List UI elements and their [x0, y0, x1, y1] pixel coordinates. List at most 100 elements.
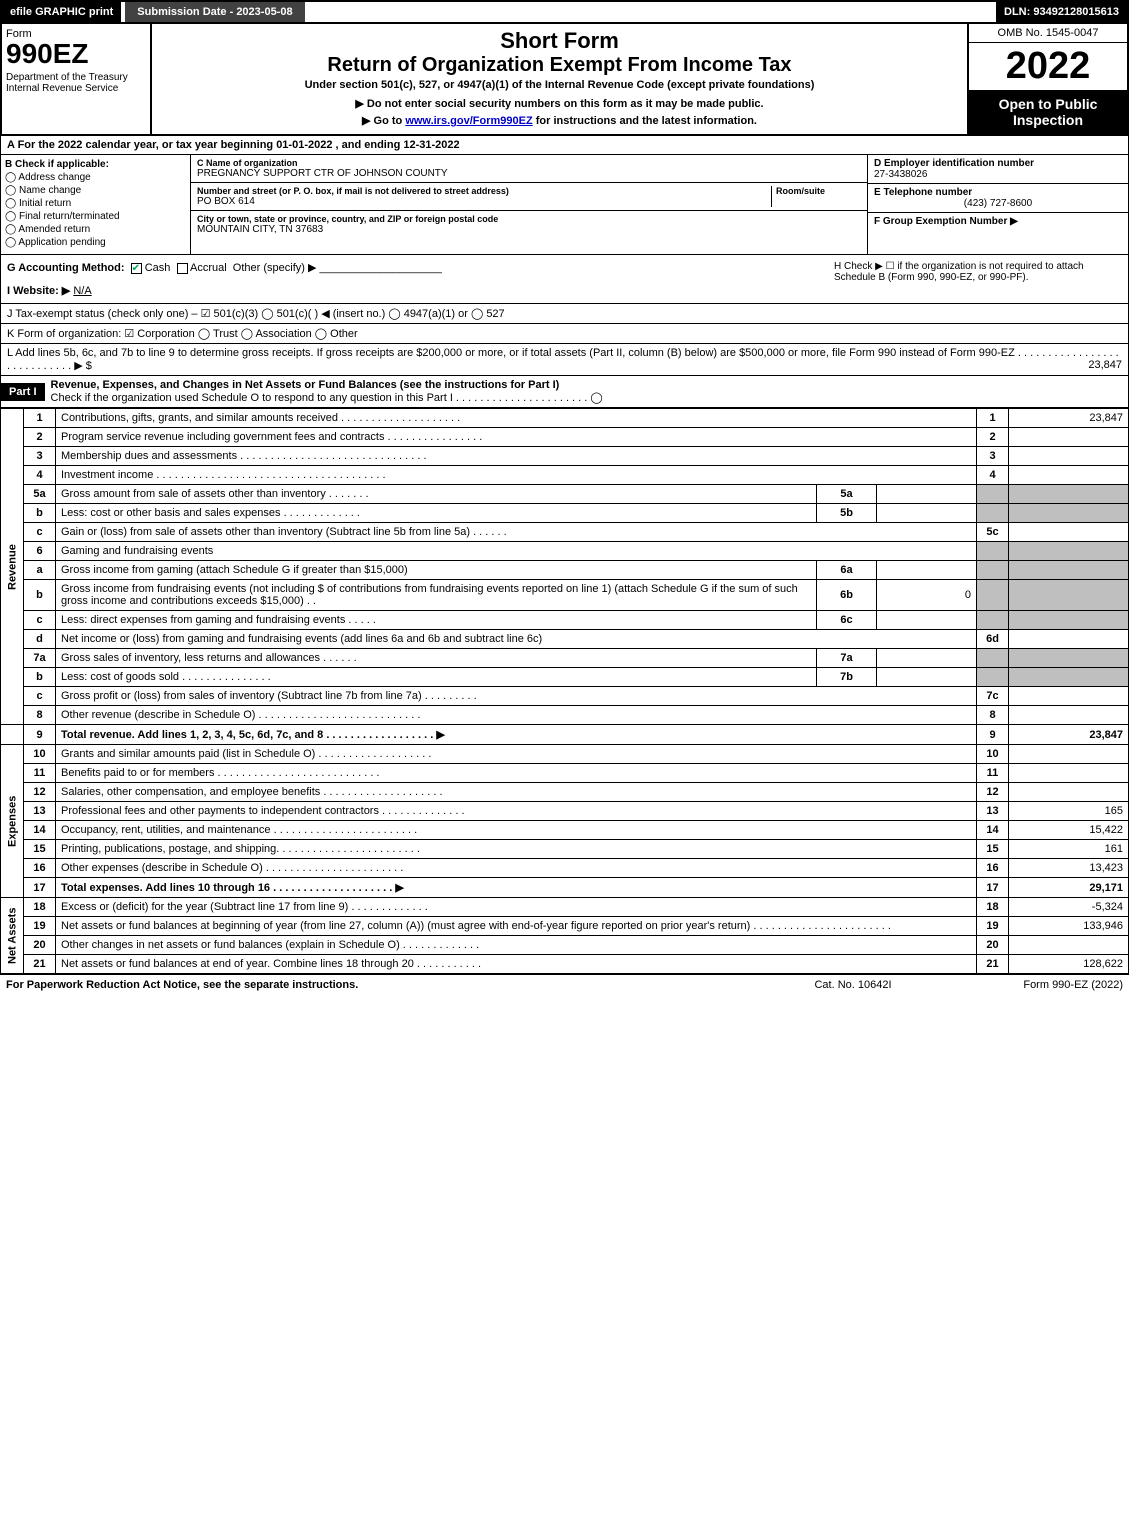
efile-label: efile GRAPHIC print	[2, 2, 121, 22]
part-i-badge: Part I	[1, 383, 45, 401]
col-b-checkboxes: B Check if applicable: ◯ Address change …	[1, 155, 191, 254]
line-2: 2Program service revenue including gover…	[1, 428, 1129, 447]
under-section: Under section 501(c), 527, or 4947(a)(1)…	[156, 79, 963, 91]
row-j-tax-exempt: J Tax-exempt status (check only one) – ☑…	[0, 304, 1129, 324]
addr-cell: Number and street (or P. O. box, if mail…	[191, 183, 867, 211]
line-15: 15Printing, publications, postage, and s…	[1, 840, 1129, 859]
ssn-warning: ▶ Do not enter social security numbers o…	[156, 97, 963, 110]
row-k-form-org: K Form of organization: ☑ Corporation ◯ …	[0, 324, 1129, 344]
ein-label: D Employer identification number	[874, 158, 1122, 169]
part-i-table: Revenue 1 Contributions, gifts, grants, …	[0, 408, 1129, 974]
line-10: Expenses 10Grants and similar amounts pa…	[1, 745, 1129, 764]
cb-final-return[interactable]: ◯ Final return/terminated	[5, 211, 186, 222]
line-21: 21Net assets or fund balances at end of …	[1, 955, 1129, 974]
line-18: Net Assets 18Excess or (deficit) for the…	[1, 898, 1129, 917]
paperwork-notice: For Paperwork Reduction Act Notice, see …	[6, 979, 763, 991]
cb-application-pending[interactable]: ◯ Application pending	[5, 237, 186, 248]
netassets-label: Net Assets	[1, 898, 24, 974]
accounting-method: G Accounting Method: Cash Accrual Other …	[1, 255, 828, 303]
ein-cell: D Employer identification number 27-3438…	[868, 155, 1128, 184]
cb-cash[interactable]	[131, 263, 142, 274]
line-4: 4Investment income . . . . . . . . . . .…	[1, 466, 1129, 485]
line-14: 14Occupancy, rent, utilities, and mainte…	[1, 821, 1129, 840]
group-exemption-label: F Group Exemption Number ▶	[874, 216, 1018, 227]
part-i-check: Check if the organization used Schedule …	[51, 392, 603, 404]
website-value: N/A	[73, 285, 91, 297]
section-bcdef: B Check if applicable: ◯ Address change …	[0, 155, 1129, 255]
page-footer: For Paperwork Reduction Act Notice, see …	[0, 974, 1129, 995]
return-title: Return of Organization Exempt From Incom…	[156, 54, 963, 77]
l-amount: 23,847	[1088, 359, 1122, 371]
addr-label: Number and street (or P. O. box, if mail…	[197, 186, 771, 196]
org-city: MOUNTAIN CITY, TN 37683	[197, 224, 861, 235]
line-3: 3Membership dues and assessments . . . .…	[1, 447, 1129, 466]
line-9: 9Total revenue. Add lines 1, 2, 3, 4, 5c…	[1, 725, 1129, 745]
omb-number: OMB No. 1545-0047	[969, 24, 1127, 43]
revenue-label: Revenue	[1, 409, 24, 725]
cb-initial-return[interactable]: ◯ Initial return	[5, 198, 186, 209]
line-16: 16Other expenses (describe in Schedule O…	[1, 859, 1129, 878]
line-6a: aGross income from gaming (attach Schedu…	[1, 561, 1129, 580]
line-7b: bLess: cost of goods sold . . . . . . . …	[1, 668, 1129, 687]
row-gh: G Accounting Method: Cash Accrual Other …	[0, 255, 1129, 304]
i-website-label: I Website: ▶	[7, 285, 70, 297]
col-def: D Employer identification number 27-3438…	[868, 155, 1128, 254]
line-6c: cLess: direct expenses from gaming and f…	[1, 611, 1129, 630]
irs-link[interactable]: www.irs.gov/Form990EZ	[405, 115, 532, 127]
room-label: Room/suite	[776, 186, 861, 196]
line-12: 12Salaries, other compensation, and empl…	[1, 783, 1129, 802]
org-name-label: C Name of organization	[197, 158, 861, 168]
cb-accrual[interactable]	[177, 263, 188, 274]
b-label: B Check if applicable:	[5, 159, 186, 170]
dln: DLN: 93492128015613	[996, 2, 1127, 22]
department: Department of the Treasury Internal Reve…	[6, 72, 146, 94]
row-a-calendar-year: A For the 2022 calendar year, or tax yea…	[0, 136, 1129, 155]
phone-cell: E Telephone number (423) 727-8600	[868, 184, 1128, 213]
submission-date: Submission Date - 2023-05-08	[125, 2, 304, 22]
g-label: G Accounting Method:	[7, 262, 125, 274]
city-label: City or town, state or province, country…	[197, 214, 861, 224]
line-6: 6Gaming and fundraising events	[1, 542, 1129, 561]
line-5a: 5aGross amount from sale of assets other…	[1, 485, 1129, 504]
line-20: 20Other changes in net assets or fund ba…	[1, 936, 1129, 955]
open-public: Open to Public Inspection	[969, 90, 1127, 134]
line-13: 13Professional fees and other payments t…	[1, 802, 1129, 821]
cat-no: Cat. No. 10642I	[763, 979, 943, 991]
goto-pre: ▶ Go to	[362, 115, 405, 127]
top-bar: efile GRAPHIC print Submission Date - 20…	[0, 0, 1129, 24]
line-11: 11Benefits paid to or for members . . . …	[1, 764, 1129, 783]
line-6d: dNet income or (loss) from gaming and fu…	[1, 630, 1129, 649]
goto-instructions: ▶ Go to www.irs.gov/Form990EZ for instru…	[156, 114, 963, 127]
col-c-org-info: C Name of organization PREGNANCY SUPPORT…	[191, 155, 868, 254]
cb-amended-return[interactable]: ◯ Amended return	[5, 224, 186, 235]
header-center: Short Form Return of Organization Exempt…	[152, 24, 967, 134]
phone-value: (423) 727-8600	[874, 198, 1122, 209]
line-19: 19Net assets or fund balances at beginni…	[1, 917, 1129, 936]
line-6b: bGross income from fundraising events (n…	[1, 580, 1129, 611]
form-header: Form 990EZ Department of the Treasury In…	[0, 24, 1129, 136]
city-cell: City or town, state or province, country…	[191, 211, 867, 238]
line-7a: 7aGross sales of inventory, less returns…	[1, 649, 1129, 668]
expenses-label: Expenses	[1, 745, 24, 898]
part-i-title: Revenue, Expenses, and Changes in Net As…	[51, 379, 560, 391]
org-name-cell: C Name of organization PREGNANCY SUPPORT…	[191, 155, 867, 183]
part-i-desc: Revenue, Expenses, and Changes in Net As…	[45, 376, 1128, 407]
ein-value: 27-3438026	[874, 169, 1122, 180]
form-ref: Form 990-EZ (2022)	[943, 979, 1123, 991]
line-7c: cGross profit or (loss) from sales of in…	[1, 687, 1129, 706]
form-number: 990EZ	[6, 40, 146, 68]
org-address: PO BOX 614	[197, 196, 771, 207]
cb-name-change[interactable]: ◯ Name change	[5, 185, 186, 196]
phone-label: E Telephone number	[874, 187, 1122, 198]
cb-address-change[interactable]: ◯ Address change	[5, 172, 186, 183]
line-5c: cGain or (loss) from sale of assets othe…	[1, 523, 1129, 542]
header-left: Form 990EZ Department of the Treasury In…	[2, 24, 152, 134]
goto-post: for instructions and the latest informat…	[533, 115, 757, 127]
group-exemption-cell: F Group Exemption Number ▶	[868, 213, 1128, 230]
l-text: L Add lines 5b, 6c, and 7b to line 9 to …	[7, 347, 1119, 372]
header-right: OMB No. 1545-0047 2022 Open to Public In…	[967, 24, 1127, 134]
line-8: 8Other revenue (describe in Schedule O) …	[1, 706, 1129, 725]
line-5b: bLess: cost or other basis and sales exp…	[1, 504, 1129, 523]
line-1: Revenue 1 Contributions, gifts, grants, …	[1, 409, 1129, 428]
org-name: PREGNANCY SUPPORT CTR OF JOHNSON COUNTY	[197, 168, 861, 179]
